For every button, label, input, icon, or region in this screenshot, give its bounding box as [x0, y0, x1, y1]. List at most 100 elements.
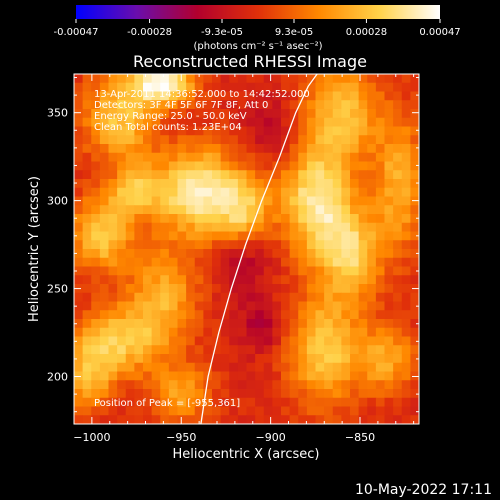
- heatmap-cell: [143, 284, 153, 294]
- heatmap-cell: [367, 310, 377, 320]
- heatmap-cell: [82, 380, 92, 390]
- heatmap-cell: [384, 354, 394, 364]
- heatmap-cell: [281, 249, 291, 259]
- heatmap-cell: [229, 117, 239, 127]
- heatmap-cell: [272, 144, 282, 154]
- heatmap-cell: [341, 275, 351, 285]
- heatmap-cell: [281, 284, 291, 294]
- heatmap-cell: [168, 336, 178, 346]
- heatmap-cell: [298, 249, 308, 259]
- heatmap-cell: [212, 126, 222, 136]
- heatmap-cell: [384, 275, 394, 285]
- heatmap-cell: [341, 179, 351, 189]
- heatmap-cell: [99, 161, 109, 171]
- heatmap-cell: [108, 196, 118, 206]
- heatmap-cell: [341, 222, 351, 232]
- heatmap-cell: [117, 240, 127, 250]
- heatmap-cell: [401, 345, 411, 355]
- heatmap-cell: [117, 231, 127, 241]
- heatmap-cell: [229, 266, 239, 276]
- heatmap-cell: [375, 371, 385, 381]
- heatmap-cell: [143, 100, 153, 110]
- heatmap-cell: [143, 354, 153, 364]
- heatmap-cell: [117, 380, 127, 390]
- heatmap-cell: [74, 336, 84, 346]
- heatmap-cell: [306, 415, 316, 424]
- heatmap-cell: [324, 196, 334, 206]
- heatmap-cell: [289, 319, 299, 329]
- footer-timestamp: 10-May-2022 17:11: [355, 482, 492, 498]
- heatmap-cell: [229, 170, 239, 180]
- heatmap-cell: [341, 336, 351, 346]
- heatmap-cell: [332, 117, 342, 127]
- heatmap-cell: [91, 179, 101, 189]
- heatmap-cell: [375, 327, 385, 337]
- heatmap-cell: [289, 109, 299, 119]
- heatmap-cell: [91, 170, 101, 180]
- heatmap-cell: [237, 389, 247, 399]
- heatmap-cell: [203, 397, 213, 407]
- heatmap-cell: [341, 214, 351, 224]
- heatmap-cell: [410, 170, 419, 180]
- heatmap-cell: [134, 91, 144, 101]
- heatmap-cell: [82, 327, 92, 337]
- heatmap-cell: [281, 117, 291, 127]
- heatmap-cell: [220, 214, 230, 224]
- heatmap-cell: [332, 301, 342, 311]
- heatmap-cell: [384, 117, 394, 127]
- heatmap-cell: [246, 397, 256, 407]
- heatmap-cell: [99, 310, 109, 320]
- heatmap-cell: [358, 91, 368, 101]
- heatmap-cell: [306, 336, 316, 346]
- heatmap-cell: [99, 397, 109, 407]
- heatmap-cell: [212, 266, 222, 276]
- heatmap-cell: [99, 240, 109, 250]
- heatmap-cell: [306, 240, 316, 250]
- heatmap-cell: [246, 205, 256, 215]
- heatmap-cell: [117, 152, 127, 162]
- heatmap-cell: [160, 135, 170, 145]
- heatmap-cell: [117, 187, 127, 197]
- heatmap-cell: [255, 196, 265, 206]
- heatmap-cell: [203, 266, 213, 276]
- heatmap-cell: [306, 222, 316, 232]
- heatmap-cell: [91, 354, 101, 364]
- heatmap-cell: [315, 222, 325, 232]
- heatmap-cell: [203, 345, 213, 355]
- heatmap-cell: [324, 336, 334, 346]
- heatmap-cell: [350, 91, 360, 101]
- heatmap-cell: [229, 354, 239, 364]
- heatmap-cell: [125, 371, 135, 381]
- info-line: Detectors: 3F 4F 5F 6F 7F 8F, Att 0: [94, 100, 268, 111]
- heatmap-cell: [289, 91, 299, 101]
- heatmap-cell: [134, 109, 144, 119]
- heatmap-cell: [358, 257, 368, 267]
- heatmap-cell: [281, 345, 291, 355]
- heatmap-cell: [306, 82, 316, 92]
- heatmap-cell: [306, 284, 316, 294]
- heatmap-cell: [229, 161, 239, 171]
- heatmap-cell: [272, 74, 282, 84]
- heatmap-cell: [255, 179, 265, 189]
- heatmap-cell: [229, 415, 239, 424]
- heatmap-cell: [281, 257, 291, 267]
- heatmap-cell: [298, 109, 308, 119]
- heatmap-cell: [324, 135, 334, 145]
- heatmap-cell: [151, 100, 161, 110]
- heatmap-cell: [272, 100, 282, 110]
- heatmap-cell: [306, 152, 316, 162]
- heatmap-cell: [315, 310, 325, 320]
- heatmap-cell: [341, 109, 351, 119]
- heatmap-cell: [410, 214, 419, 224]
- heatmap-cell: [324, 345, 334, 355]
- heatmap-cell: [410, 266, 419, 276]
- heatmap-cell: [298, 275, 308, 285]
- heatmap-cell: [203, 240, 213, 250]
- heatmap-cell: [108, 275, 118, 285]
- heatmap-cell: [358, 380, 368, 390]
- heatmap-cell: [108, 345, 118, 355]
- heatmap-cell: [332, 144, 342, 154]
- heatmap-cell: [367, 266, 377, 276]
- heatmap-cell: [384, 222, 394, 232]
- heatmap-cell: [410, 100, 419, 110]
